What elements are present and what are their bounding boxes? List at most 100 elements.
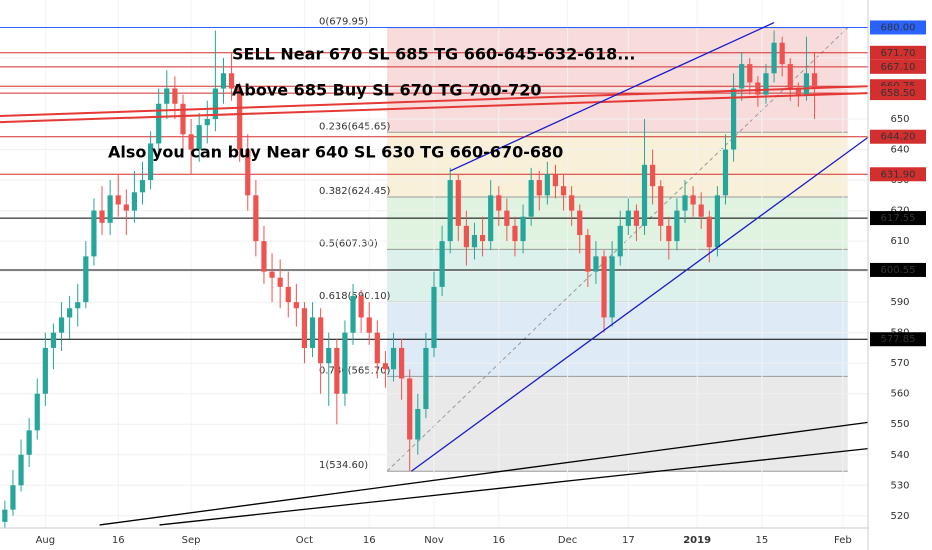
candle-body: [650, 164, 656, 187]
candle-body: [666, 225, 672, 242]
candle-body: [253, 195, 259, 242]
candle-body: [156, 103, 162, 144]
price-label-bg: [870, 86, 926, 101]
candle-body: [67, 308, 73, 318]
x-tick-label: Nov: [424, 535, 444, 546]
x-tick-label: 17: [622, 535, 635, 546]
candle-body: [172, 88, 178, 104]
candle-body: [625, 210, 631, 226]
y-tick-label: 650: [890, 114, 909, 125]
x-tick-label: Dec: [558, 535, 577, 546]
price-label: 667.10: [881, 62, 916, 73]
candle-body: [585, 235, 591, 272]
candle-body: [674, 210, 680, 242]
candle-body: [139, 180, 146, 193]
x-tick-label: Aug: [36, 535, 56, 546]
candle-body: [148, 143, 154, 181]
x-tick-label: 2019: [683, 535, 711, 546]
trend-line: [159, 448, 868, 526]
candle-body: [488, 195, 494, 242]
candle-body: [577, 210, 583, 236]
candle-body: [439, 241, 445, 287]
y-tick-label: 530: [890, 480, 909, 491]
candle-body: [536, 180, 542, 196]
candle-body: [58, 317, 65, 333]
candle-body: [739, 64, 745, 89]
candle-body: [180, 103, 186, 135]
candle-body: [787, 64, 793, 89]
candle-body: [123, 204, 129, 211]
x-tick-label: 16: [363, 535, 376, 546]
annotation: Above 685 Buy SL 670 TG 700-720: [232, 81, 542, 100]
candle-body: [633, 210, 640, 226]
plot-area: 0(679.95) 0.236(645.65) 0.382(624.45) 0.5(6…: [0, 0, 868, 528]
candle-body: [50, 332, 57, 348]
price-label-bg: [870, 262, 926, 277]
candle-body: [617, 225, 623, 257]
candle-body: [342, 332, 348, 394]
candle-body: [593, 256, 599, 272]
candle-body: [164, 88, 170, 104]
candle-body: [382, 363, 389, 370]
trend-line: [99, 421, 868, 526]
price-label-bg: [870, 59, 926, 74]
candle-body: [293, 302, 299, 309]
price-label: 658.50: [881, 88, 916, 99]
price-label-bg: [870, 45, 926, 60]
y-tick-label: 640: [890, 145, 909, 156]
candle-body: [91, 210, 97, 257]
fib-label: 0.382(624.45): [319, 186, 391, 197]
candle-body: [390, 347, 397, 370]
candle-body: [334, 347, 340, 394]
candle-body: [601, 256, 607, 318]
candle-body: [779, 42, 785, 65]
candle-body: [220, 73, 227, 89]
price-label: 680.00: [881, 22, 916, 33]
candle-body: [399, 347, 405, 379]
candle-body: [771, 42, 777, 74]
candle-body: [706, 216, 712, 248]
candle-body: [10, 485, 16, 510]
candle-body: [496, 195, 502, 211]
candle-body: [374, 332, 380, 364]
fib-label: 0.236(645.65): [319, 121, 391, 132]
x-tick-label: 16: [112, 535, 125, 546]
annotation: Also you can buy Near 640 SL 630 TG 660-…: [108, 143, 563, 162]
y-tick-label: 550: [890, 419, 909, 430]
price-label: 631.90: [881, 169, 916, 180]
candle-body: [196, 125, 202, 150]
y-tick-label: 570: [890, 358, 909, 369]
candle-body: [326, 347, 332, 364]
candle-body: [455, 180, 461, 226]
price-label-bg: [870, 129, 926, 144]
candle-body: [811, 73, 818, 89]
trend-line: [449, 21, 775, 172]
price-label: 600.55: [881, 265, 916, 276]
candle-body: [763, 73, 769, 95]
candle-body: [212, 88, 218, 120]
fib-label: 1(534.60): [319, 460, 368, 471]
trend-line: [410, 136, 868, 472]
candle-body: [682, 195, 688, 211]
y-tick-label: 590: [890, 297, 909, 308]
fib-band: [387, 249, 848, 302]
y-tick-label: 520: [890, 511, 909, 522]
candle-body: [18, 454, 24, 486]
candle-body: [83, 256, 89, 303]
candle-body: [261, 241, 267, 272]
candle-body: [269, 271, 275, 278]
price-label-bg: [870, 332, 926, 347]
candle-body: [407, 378, 413, 440]
candle-body: [512, 225, 518, 242]
candle-body: [698, 204, 704, 217]
candle-body: [755, 82, 761, 95]
candle-body: [479, 235, 486, 242]
candle-body: [228, 73, 235, 89]
candle-body: [552, 173, 559, 187]
candle-body: [463, 225, 469, 248]
candle-body: [188, 134, 194, 150]
candle-body: [245, 149, 251, 196]
y-tick-label: 610: [890, 236, 909, 247]
y-tick-label: 540: [890, 450, 909, 461]
